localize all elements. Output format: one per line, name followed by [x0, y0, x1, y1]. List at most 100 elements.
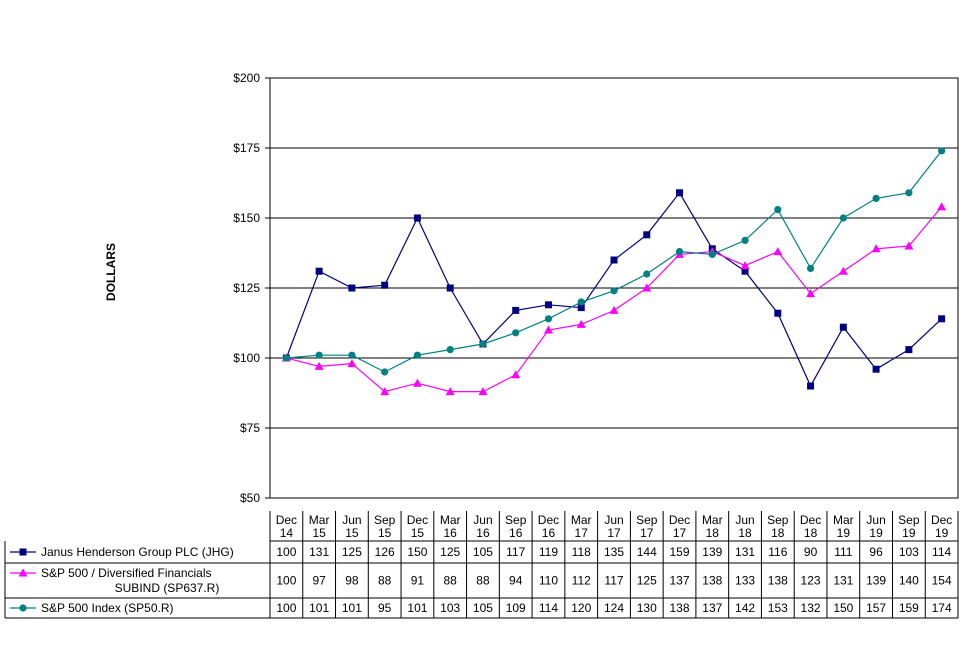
data-label: 105: [473, 601, 493, 615]
data-point: [348, 284, 356, 292]
x-tick-label: Jun: [473, 513, 492, 527]
x-tick-label: Sep: [505, 513, 527, 527]
x-tick-label: Mar: [440, 513, 461, 527]
data-label: 114: [539, 601, 558, 615]
data-point: [446, 346, 454, 354]
data-point: [938, 315, 946, 323]
data-label: 116: [768, 545, 787, 559]
y-tick-label: $175: [233, 141, 260, 155]
data-point: [413, 351, 422, 359]
x-tick-label: Sep: [374, 513, 396, 527]
x-tick-label: 15: [312, 526, 326, 540]
legend-marker: [19, 604, 27, 612]
data-point: [413, 214, 421, 222]
data-point: [905, 189, 913, 197]
data-label: 135: [604, 545, 624, 559]
data-point: [543, 325, 553, 334]
data-label: 139: [702, 545, 722, 559]
data-label: 100: [276, 601, 296, 615]
data-label: 133: [735, 574, 755, 588]
data-point: [774, 309, 782, 317]
data-point: [643, 270, 651, 278]
legend-entry: S&P 500 Index (SP50.R): [10, 601, 174, 615]
data-label: 109: [506, 601, 526, 615]
x-tick-label: 16: [444, 526, 458, 540]
data-point: [609, 305, 619, 314]
data-label: 125: [342, 545, 362, 559]
data-table: Dec14Mar15Jun15Sep15Dec15Mar16Jun16Sep16…: [4, 511, 959, 619]
data-point: [446, 284, 454, 292]
data-label: 150: [407, 545, 427, 559]
data-label: 150: [833, 601, 853, 615]
x-tick-label: Mar: [702, 513, 723, 527]
data-label: 120: [571, 601, 591, 615]
data-point: [741, 267, 749, 275]
data-point: [676, 189, 684, 197]
data-label: 142: [735, 601, 755, 615]
data-point: [872, 194, 880, 202]
data-label: 103: [440, 601, 460, 615]
data-label: 124: [604, 601, 624, 615]
data-label: 132: [801, 601, 821, 615]
x-tick-label: 15: [378, 526, 392, 540]
data-point: [773, 247, 783, 256]
data-label: 112: [572, 574, 591, 588]
x-tick-label: 14: [280, 526, 294, 540]
data-label: 91: [411, 574, 425, 588]
data-point: [544, 315, 553, 323]
x-tick-label: Jun: [342, 513, 361, 527]
data-label: 123: [801, 574, 821, 588]
data-point: [905, 346, 913, 354]
x-tick-label: Dec: [407, 513, 428, 527]
x-tick-label: Dec: [669, 513, 690, 527]
data-point: [282, 354, 290, 362]
data-point: [512, 329, 520, 337]
x-tick-label: Jun: [735, 513, 754, 527]
x-tick-label: 19: [837, 526, 851, 540]
data-label: 105: [473, 545, 493, 559]
legend-entry: Janus Henderson Group PLC (JHG): [10, 545, 234, 559]
x-tick-label: 18: [738, 526, 752, 540]
data-point: [839, 214, 847, 222]
legend-label: SUBIND (SP637.R): [115, 581, 220, 595]
data-label: 125: [637, 574, 657, 588]
data-point: [544, 301, 552, 309]
data-point: [445, 387, 455, 396]
x-tick-label: Mar: [309, 513, 330, 527]
x-tick-label: 16: [509, 526, 523, 540]
data-label: 114: [932, 545, 951, 559]
data-point: [348, 351, 356, 359]
x-tick-label: 19: [935, 526, 949, 540]
x-tick-label: 19: [869, 526, 883, 540]
legend-marker: [18, 568, 28, 577]
data-label: 119: [539, 545, 558, 559]
data-label: 139: [866, 574, 886, 588]
data-point: [347, 359, 357, 368]
data-label: 131: [833, 574, 853, 588]
data-label: 111: [834, 545, 853, 559]
data-label: 101: [407, 601, 427, 615]
x-tick-label: 18: [706, 526, 720, 540]
x-tick-label: 15: [411, 526, 425, 540]
legend-label: S&P 500 Index (SP50.R): [41, 601, 174, 615]
x-tick-label: Dec: [276, 513, 297, 527]
data-point: [806, 264, 815, 272]
data-point: [642, 283, 652, 292]
data-label: 100: [276, 574, 296, 588]
data-label: 154: [932, 574, 952, 588]
data-point: [807, 382, 815, 390]
data-label: 117: [506, 545, 525, 559]
data-label: 88: [378, 574, 392, 588]
plot-area-border: [269, 77, 959, 499]
x-tick-label: 16: [542, 526, 556, 540]
legend-label: S&P 500 / Diversified Financials: [41, 566, 212, 580]
x-tick-label: Dec: [538, 513, 559, 527]
data-point: [904, 241, 914, 250]
data-label: 138: [702, 574, 722, 588]
data-label: 110: [539, 574, 558, 588]
data-label: 138: [768, 574, 788, 588]
series-lines: [281, 147, 947, 396]
data-point: [675, 248, 684, 256]
data-point: [838, 266, 848, 275]
